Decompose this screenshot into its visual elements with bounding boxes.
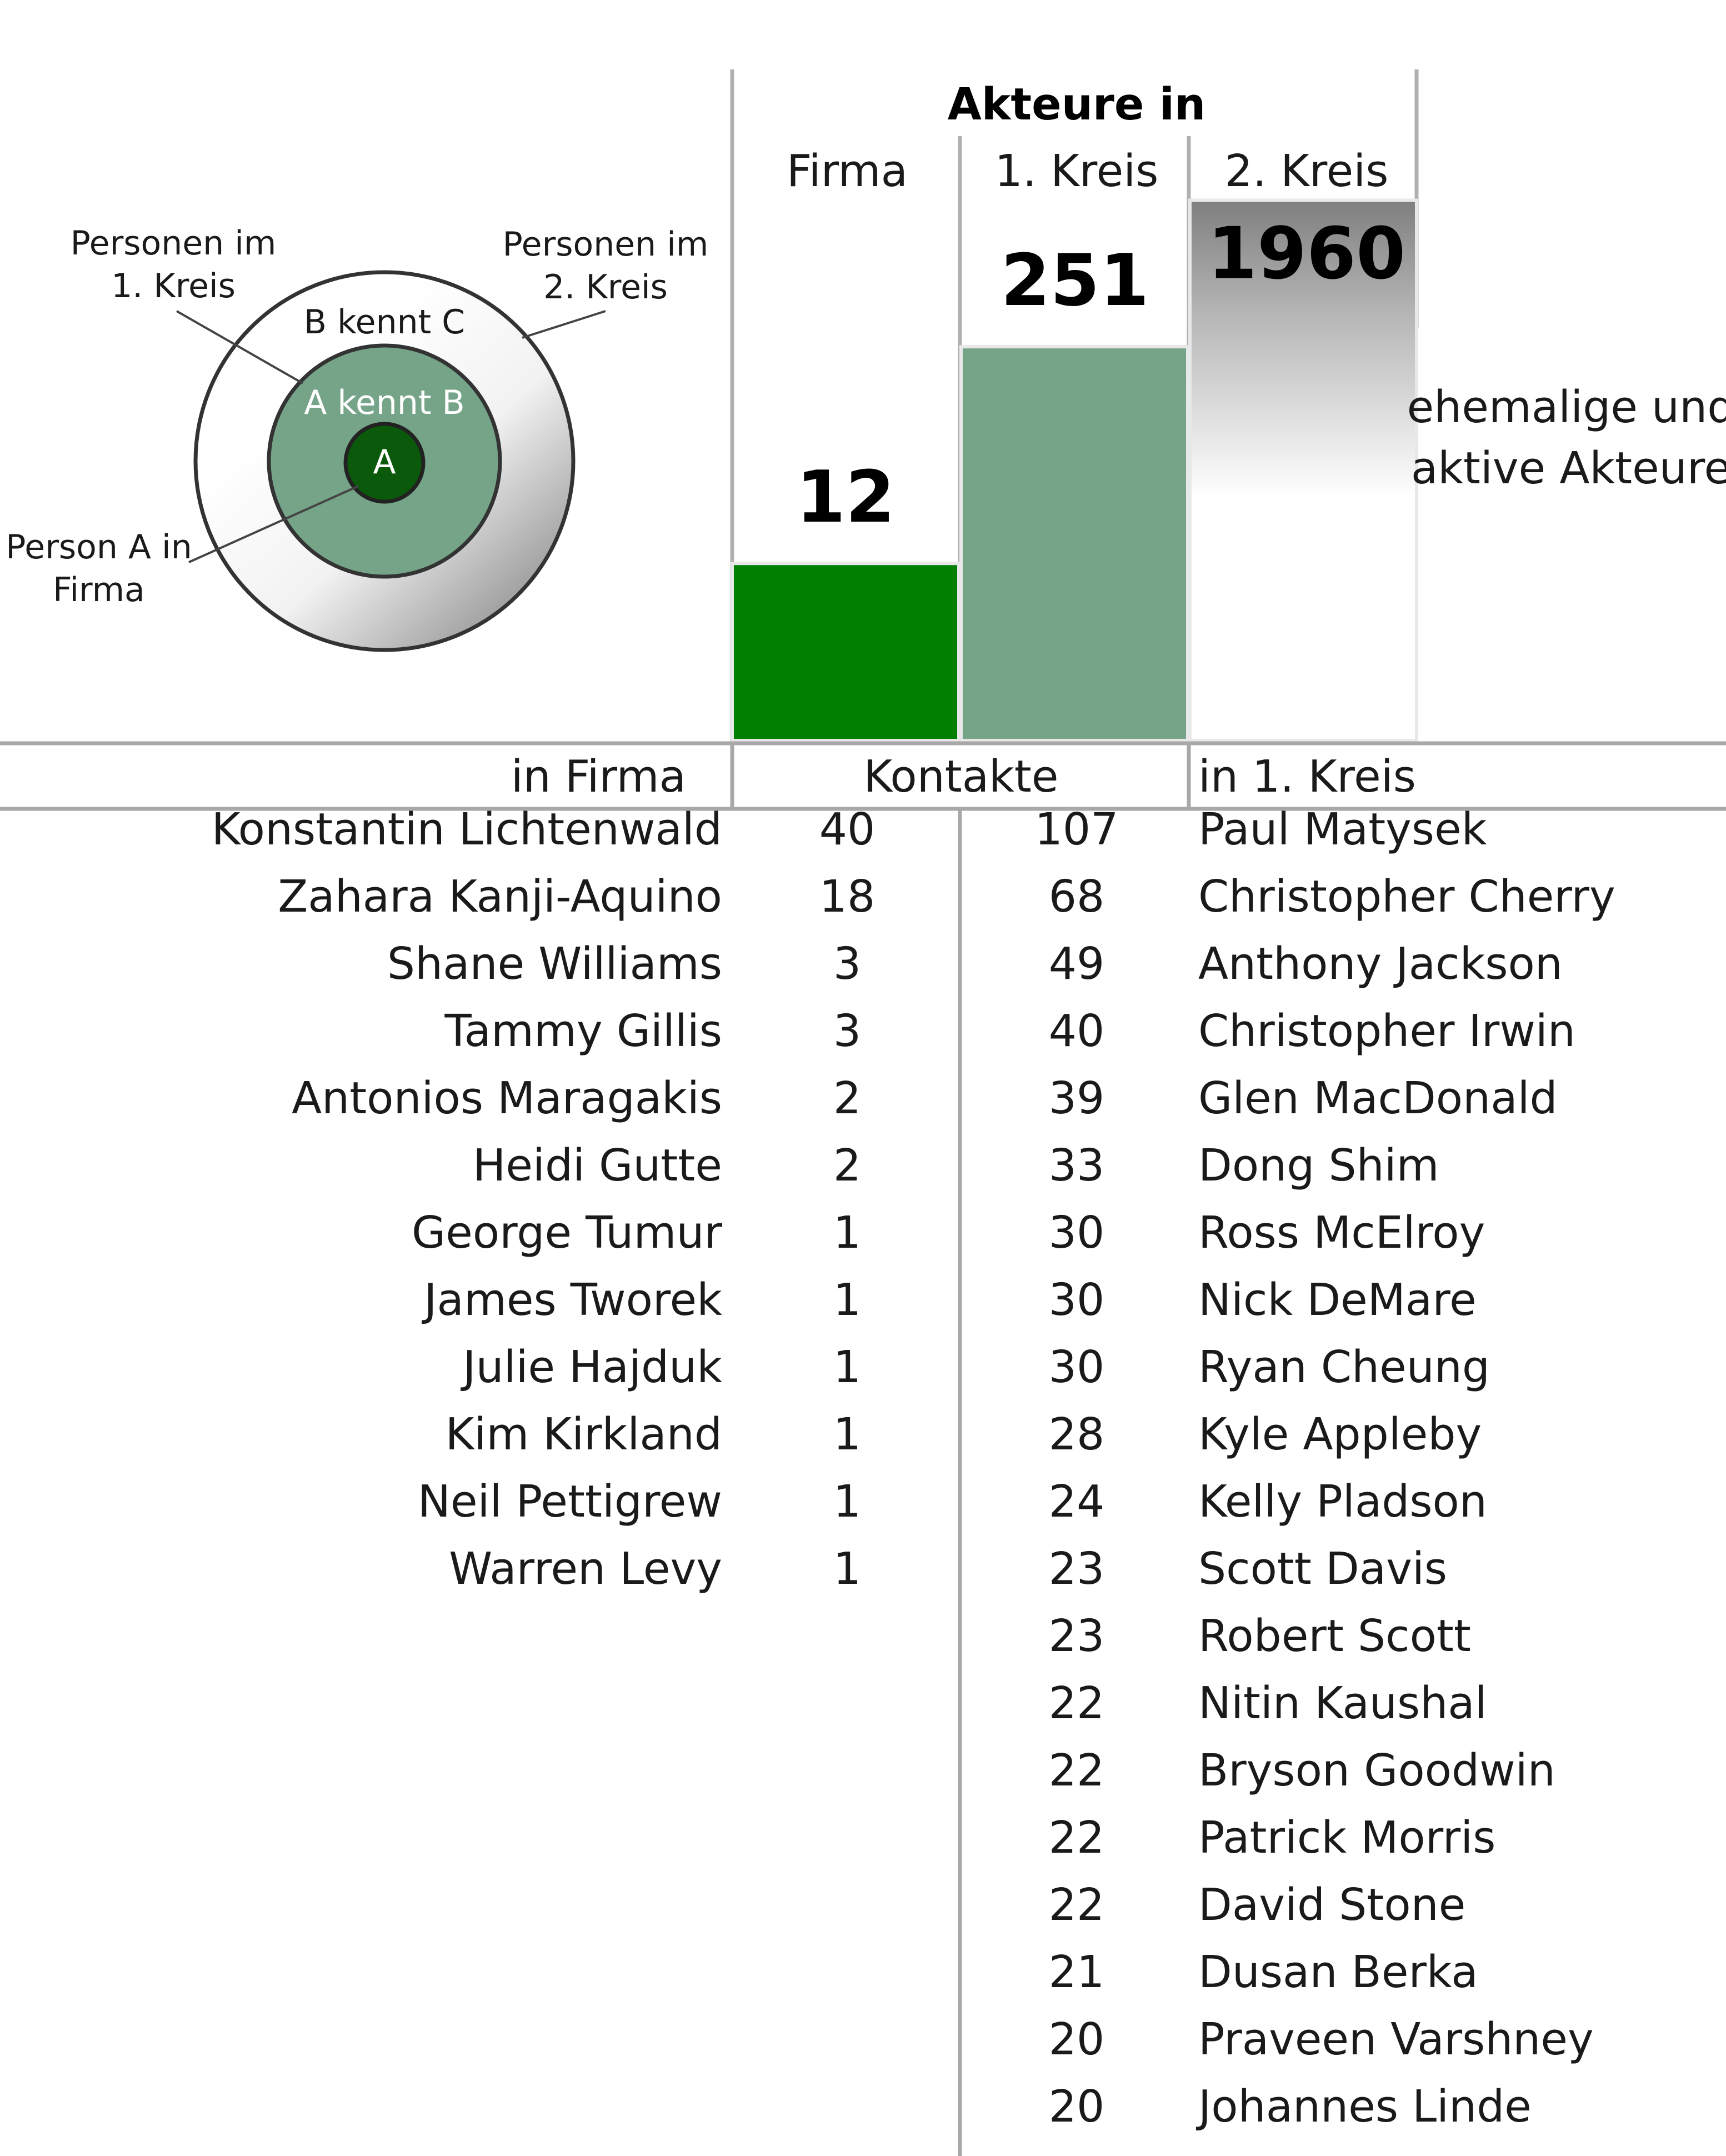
label-first-circle-line2: 1. Kreis <box>111 267 236 306</box>
inner-circle-person <box>343 422 426 504</box>
bar-chart: Akteure in Firma 1. Kreis 2. Kreis 12 25… <box>730 69 1726 743</box>
label-first-circle-line1: Personen im <box>71 224 277 263</box>
label-second-circle-line2: 2. Kreis <box>543 268 668 307</box>
firm-person-name: Kim Kirkland <box>446 1409 722 1460</box>
middle-ring-text: A kennt B <box>304 383 464 422</box>
circle-person-name: Patrick Morris <box>1198 1812 1495 1863</box>
circle-contact-count: 30 <box>1049 1342 1105 1393</box>
firm-contact-count: 2 <box>833 1073 861 1124</box>
bar-kreis-1 <box>959 345 1189 742</box>
circle-person-name: Paul Matysek <box>1198 804 1487 855</box>
pointer-line-second-ring <box>522 310 606 339</box>
firm-contact-count: 1 <box>833 1207 861 1258</box>
category-label-kreis-2: 2. Kreis <box>1225 146 1389 197</box>
label-second-circle-line1: Personen im <box>503 225 709 264</box>
outer-ring-text: B kennt C <box>304 303 465 342</box>
firm-person-name: Konstantin Lichtenwald <box>212 804 722 855</box>
chart-title: Akteure in <box>948 79 1206 130</box>
circle-person-name: Christopher Cherry <box>1198 871 1615 922</box>
circle-person-name: Kyle Appleby <box>1198 1409 1482 1460</box>
pointer-line-person <box>188 485 359 563</box>
contacts-table: in Firma Kontakte in 1. Kreis Konstantin… <box>0 741 1726 2156</box>
circle-person-name: Ryan Cheung <box>1198 1342 1490 1393</box>
side-note-line2: aktive Akteure <box>1411 443 1726 494</box>
circle-contact-count: 39 <box>1049 1073 1105 1124</box>
header-kontakte: Kontakte <box>864 751 1059 802</box>
circle-contact-count: 30 <box>1049 1207 1105 1258</box>
firm-contact-count: 3 <box>833 1006 861 1057</box>
side-note-line1: ehemalige und <box>1407 382 1726 433</box>
firm-contact-count: 1 <box>833 1274 861 1325</box>
firm-contact-count: 1 <box>833 1409 861 1460</box>
firm-person-name: Antonios Maragakis <box>292 1073 722 1124</box>
circle-person-name: Dusan Berka <box>1198 1947 1478 1998</box>
firm-person-name: Zahara Kanji-Aquino <box>278 871 722 922</box>
firm-contact-count: 2 <box>833 1140 861 1191</box>
circle-person-name: Robert Scott <box>1198 1610 1471 1662</box>
firm-contact-count: 18 <box>819 871 875 922</box>
header-in-kreis-1: in 1. Kreis <box>1198 751 1416 802</box>
firm-person-name: George Tumur <box>412 1207 722 1258</box>
circle-diagram: Personen im 1. Kreis Personen im 2. Krei… <box>6 224 709 652</box>
circle-person-name: Nitin Kaushal <box>1198 1678 1487 1729</box>
circle-contact-count: 33 <box>1049 1140 1105 1191</box>
firm-person-name: Julie Hajduk <box>460 1342 722 1393</box>
firm-person-name: James Tworek <box>421 1274 722 1325</box>
circle-contact-count: 49 <box>1049 938 1105 989</box>
value-label-kreis-2: 1960 <box>1208 213 1405 296</box>
circle-contact-count: 23 <box>1049 1543 1105 1594</box>
firm-person-name: Heidi Gutte <box>473 1140 722 1191</box>
circle-contact-count: 40 <box>1049 1006 1105 1057</box>
circle-contact-count: 22 <box>1049 1812 1105 1863</box>
circle-person-name: Praveen Varshney <box>1198 2014 1594 2065</box>
circle-contact-count: 20 <box>1049 2014 1105 2065</box>
pointer-line-first-ring <box>176 310 303 384</box>
circle-person-name: Ross McElroy <box>1198 1207 1485 1258</box>
circle-person-name: Glen MacDonald <box>1198 1073 1558 1124</box>
circle-contact-count: 68 <box>1049 871 1105 922</box>
circle-contact-count: 30 <box>1049 1274 1105 1325</box>
firm-contact-count: 1 <box>833 1543 861 1594</box>
label-person-line1: Person A in <box>6 528 192 567</box>
circle-contact-count: 20 <box>1049 2081 1105 2132</box>
circle-contact-count: 21 <box>1049 1947 1105 1998</box>
circle-person-name: Nick DeMare <box>1198 1274 1477 1325</box>
circle-person-name: Anthony Jackson <box>1198 938 1563 989</box>
circle-person-name: Dong Shim <box>1198 1140 1439 1191</box>
circle-contact-count: 22 <box>1049 1678 1105 1729</box>
circle-person-name: Christopher Irwin <box>1198 1006 1575 1057</box>
firm-person-name: Neil Pettigrew <box>418 1476 722 1527</box>
label-person-line2: Firma <box>53 571 145 609</box>
circle-contact-count: 24 <box>1049 1476 1105 1527</box>
bar-firma <box>731 562 960 742</box>
header-in-firma: in Firma <box>511 751 686 802</box>
firm-person-name: Warren Levy <box>449 1543 722 1594</box>
value-label-kreis-1: 251 <box>1000 239 1149 322</box>
circle-contact-count: 23 <box>1049 1610 1105 1662</box>
circle-contact-count: 22 <box>1049 1745 1105 1796</box>
circle-contact-count: 28 <box>1049 1409 1105 1460</box>
circle-contact-count: 22 <box>1049 1879 1105 1930</box>
circle-contact-count: 107 <box>1035 804 1119 855</box>
firm-person-name: Tammy Gillis <box>444 1006 722 1057</box>
circle-person-name: Kelly Pladson <box>1198 1476 1487 1527</box>
circle-person-name: David Stone <box>1198 1879 1465 1930</box>
category-label-firma: Firma <box>787 146 908 197</box>
circle-person-name: Johannes Linde <box>1195 2081 1532 2132</box>
firm-rows: Konstantin Lichtenwald 40 Zahara Kanji-Aqu… <box>212 804 875 1594</box>
circle-person-name: Scott Davis <box>1198 1543 1447 1594</box>
firm-contact-count: 40 <box>819 804 875 855</box>
circle-person-name: Bryson Goodwin <box>1198 1745 1555 1796</box>
firm-person-name: Shane Williams <box>387 938 722 989</box>
value-label-firma: 12 <box>796 456 895 539</box>
circle-rows: 107 Paul Matysek 68 Christopher Cherry 49 Ant… <box>1035 804 1615 2132</box>
center-text: A <box>373 443 396 482</box>
firm-contact-count: 1 <box>833 1476 861 1527</box>
firm-contact-count: 1 <box>833 1342 861 1393</box>
firm-contact-count: 3 <box>833 938 861 989</box>
bar-kreis-2 <box>1188 198 1418 743</box>
category-label-kreis-1: 1. Kreis <box>995 146 1159 197</box>
